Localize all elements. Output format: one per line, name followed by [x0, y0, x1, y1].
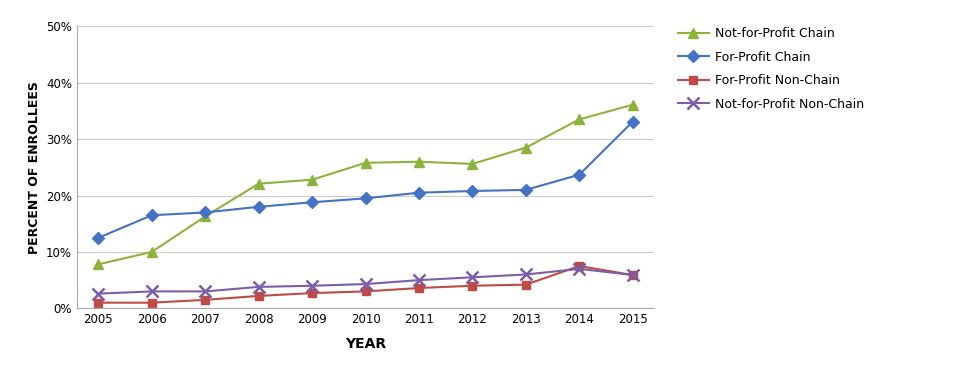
Not-for-Profit Chain [627, 103, 638, 107]
Not-for-Profit Chain [573, 117, 584, 122]
Not-for-Profit Non-Chain [253, 285, 264, 289]
For-Profit Non-Chain [306, 291, 317, 296]
Not-for-Profit Chain [413, 159, 425, 164]
Not-for-Profit Non-Chain [199, 289, 210, 294]
For-Profit Non-Chain [573, 264, 584, 268]
Line: For-Profit Chain: For-Profit Chain [94, 117, 636, 242]
Not-for-Profit Chain [92, 262, 104, 267]
For-Profit Chain [627, 120, 638, 124]
For-Profit Non-Chain [359, 289, 371, 294]
Not-for-Profit Non-Chain [520, 272, 531, 277]
Line: Not-for-Profit Chain: Not-for-Profit Chain [93, 100, 637, 269]
For-Profit Non-Chain [92, 300, 104, 305]
For-Profit Chain [413, 191, 425, 195]
For-Profit Chain [199, 210, 210, 215]
Not-for-Profit Chain [359, 161, 371, 165]
For-Profit Chain [466, 189, 478, 193]
For-Profit Non-Chain [520, 282, 531, 287]
For-Profit Chain [253, 205, 264, 209]
Not-for-Profit Non-Chain [146, 289, 158, 294]
For-Profit Chain [146, 213, 158, 217]
Line: For-Profit Non-Chain: For-Profit Non-Chain [94, 262, 636, 307]
For-Profit Non-Chain [627, 273, 638, 277]
For-Profit Non-Chain [146, 300, 158, 305]
Not-for-Profit Non-Chain [306, 284, 317, 288]
Line: Not-for-Profit Non-Chain: Not-for-Profit Non-Chain [92, 263, 638, 299]
Not-for-Profit Chain [306, 177, 317, 182]
Not-for-Profit Chain [466, 162, 478, 166]
Not-for-Profit Non-Chain [627, 273, 638, 277]
Not-for-Profit Chain [199, 214, 210, 219]
For-Profit Chain [520, 188, 531, 192]
For-Profit Non-Chain [466, 284, 478, 288]
For-Profit Non-Chain [413, 286, 425, 290]
For-Profit Non-Chain [253, 294, 264, 298]
For-Profit Chain [359, 196, 371, 201]
For-Profit Chain [92, 235, 104, 240]
Not-for-Profit Non-Chain [573, 267, 584, 271]
For-Profit Chain [306, 200, 317, 205]
Y-axis label: PERCENT OF ENROLLEES: PERCENT OF ENROLLEES [28, 81, 40, 254]
Not-for-Profit Chain [520, 146, 531, 150]
X-axis label: YEAR: YEAR [345, 337, 385, 351]
Legend: Not-for-Profit Chain, For-Profit Chain, For-Profit Non-Chain, Not-for-Profit Non: Not-for-Profit Chain, For-Profit Chain, … [677, 27, 863, 111]
Not-for-Profit Non-Chain [359, 282, 371, 287]
Not-for-Profit Chain [146, 250, 158, 254]
Not-for-Profit Non-Chain [413, 278, 425, 282]
Not-for-Profit Non-Chain [92, 291, 104, 296]
Not-for-Profit Non-Chain [466, 275, 478, 280]
Not-for-Profit Chain [253, 182, 264, 186]
For-Profit Non-Chain [199, 298, 210, 302]
For-Profit Chain [573, 173, 584, 177]
